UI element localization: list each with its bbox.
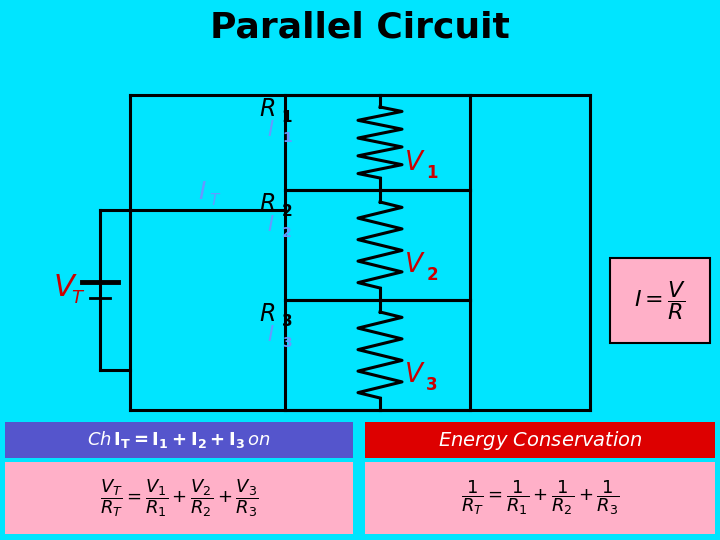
Text: 3: 3 xyxy=(282,314,292,329)
Text: $V$: $V$ xyxy=(404,362,426,388)
Text: 2: 2 xyxy=(282,205,292,219)
Text: $T$: $T$ xyxy=(71,289,85,307)
Text: 2: 2 xyxy=(282,226,292,240)
Bar xyxy=(365,462,715,534)
Text: 1: 1 xyxy=(282,110,292,125)
Text: $\mathit{Ch}\,\mathbf{I_T = I_1 + I_2 + I_3}\,\mathit{on}$: $\mathit{Ch}\,\mathbf{I_T = I_1 + I_2 + … xyxy=(87,429,271,450)
Text: $V$: $V$ xyxy=(53,273,77,302)
Text: $R$: $R$ xyxy=(258,302,275,326)
Text: $\mathit{Energy\ Conservation}$: $\mathit{Energy\ Conservation}$ xyxy=(438,429,642,451)
Text: $I = \dfrac{V}{R}$: $I = \dfrac{V}{R}$ xyxy=(634,279,686,322)
Bar xyxy=(5,462,353,534)
Text: Parallel Circuit: Parallel Circuit xyxy=(210,11,510,45)
Text: $R$: $R$ xyxy=(258,192,275,216)
Text: $I$: $I$ xyxy=(198,180,207,204)
Text: $I$: $I$ xyxy=(267,120,275,140)
Text: $I$: $I$ xyxy=(267,325,275,345)
Text: 2: 2 xyxy=(426,266,438,284)
Text: $I$: $I$ xyxy=(267,215,275,235)
Text: $T$: $T$ xyxy=(210,192,222,208)
Text: 1: 1 xyxy=(282,131,292,145)
Text: $\dfrac{1}{R_T} = \dfrac{1}{R_1} + \dfrac{1}{R_2} + \dfrac{1}{R_3}$: $\dfrac{1}{R_T} = \dfrac{1}{R_1} + \dfra… xyxy=(461,478,619,517)
Text: $R$: $R$ xyxy=(258,97,275,121)
Bar xyxy=(610,258,710,343)
Bar xyxy=(365,422,715,458)
Text: $V$: $V$ xyxy=(404,150,426,176)
Text: 1: 1 xyxy=(426,164,438,181)
Text: $V$: $V$ xyxy=(404,252,426,278)
Text: 3: 3 xyxy=(426,376,438,394)
Text: 3: 3 xyxy=(282,336,292,350)
Text: $\dfrac{V_T}{R_T} = \dfrac{V_1}{R_1} + \dfrac{V_2}{R_2} + \dfrac{V_3}{R_3}$: $\dfrac{V_T}{R_T} = \dfrac{V_1}{R_1} + \… xyxy=(99,477,258,519)
Bar xyxy=(5,422,353,458)
